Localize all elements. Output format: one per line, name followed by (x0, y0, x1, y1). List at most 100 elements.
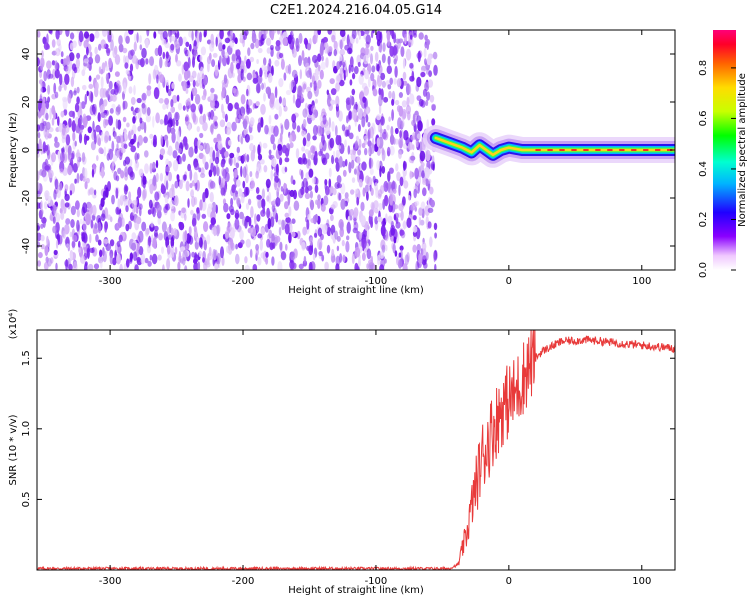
noise-speckle (131, 55, 138, 64)
noise-speckle (291, 69, 298, 78)
noise-speckle (277, 261, 283, 270)
noise-speckle (244, 133, 250, 143)
noise-speckle (198, 167, 202, 173)
noise-speckle (421, 241, 427, 251)
noise-speckle (272, 143, 276, 151)
noise-speckle (410, 155, 416, 161)
noise-speckle (336, 106, 340, 118)
noise-speckle (273, 125, 279, 137)
noise-speckle (324, 126, 331, 136)
noise-speckle (112, 160, 115, 167)
noise-speckle (184, 265, 188, 270)
noise-speckle (199, 106, 203, 114)
noise-speckle (132, 116, 136, 124)
noise-speckle (424, 58, 427, 66)
noise-speckle (418, 253, 423, 265)
noise-speckle (348, 161, 352, 174)
noise-speckle (235, 253, 240, 265)
noise-speckle (84, 261, 88, 267)
noise-speckle (331, 154, 335, 165)
noise-speckle (242, 166, 247, 179)
noise-speckle (393, 213, 397, 221)
noise-speckle (267, 72, 273, 84)
noise-speckle (109, 108, 114, 114)
noise-speckle (365, 34, 371, 45)
noise-speckle (328, 167, 332, 178)
noise-speckle (53, 82, 57, 94)
noise-speckle (339, 79, 345, 87)
noise-speckle (61, 123, 66, 136)
noise-speckle (422, 179, 427, 185)
noise-speckle (123, 199, 130, 208)
noise-speckle (255, 187, 260, 194)
noise-speckle (410, 135, 416, 141)
noise-speckle (289, 223, 293, 233)
noise-speckle (368, 157, 372, 170)
noise-speckle (398, 38, 404, 44)
noise-speckle (55, 262, 58, 270)
noise-speckle (202, 121, 208, 132)
noise-speckle (333, 40, 338, 50)
noise-speckle (369, 168, 374, 175)
noise-speckle (249, 171, 253, 178)
noise-speckle (287, 193, 291, 206)
x-tick-label: 0 (506, 276, 512, 287)
noise-speckle (143, 136, 148, 144)
noise-speckle (170, 245, 175, 256)
noise-speckle (428, 70, 432, 77)
noise-speckle (191, 251, 196, 258)
noise-speckle (398, 105, 404, 117)
noise-speckle (155, 112, 160, 124)
noise-speckle (396, 171, 401, 182)
noise-speckle (81, 152, 86, 163)
noise-speckle (417, 50, 421, 63)
noise-speckle (183, 174, 187, 181)
noise-speckle (189, 169, 193, 181)
noise-speckle (257, 153, 263, 161)
noise-speckle (37, 112, 42, 119)
noise-speckle (392, 137, 396, 145)
noise-speckle (302, 137, 307, 147)
noise-speckle (347, 47, 353, 55)
noise-speckle (240, 94, 246, 105)
noise-speckle (291, 30, 294, 36)
noise-speckle (367, 129, 370, 142)
noise-speckle (150, 221, 154, 228)
noise-speckle (199, 54, 203, 62)
noise-speckle (319, 46, 324, 57)
noise-speckle (325, 57, 329, 68)
x-tick-label: 100 (632, 276, 651, 287)
noise-speckle (181, 207, 186, 214)
noise-speckle (100, 197, 105, 208)
noise-speckle (145, 58, 149, 65)
noise-speckle (426, 57, 432, 66)
noise-speckle (348, 124, 351, 131)
noise-speckle (342, 169, 347, 177)
noise-speckle (250, 180, 256, 189)
noise-speckle (53, 205, 57, 211)
noise-speckle (193, 225, 197, 233)
x-tick-label: 100 (632, 576, 651, 587)
noise-speckle (130, 145, 136, 153)
noise-speckle (349, 215, 353, 221)
noise-speckle (424, 167, 430, 179)
noise-speckle (334, 230, 339, 240)
noise-speckle (257, 47, 263, 54)
noise-speckle (271, 233, 276, 242)
noise-speckle (419, 141, 423, 153)
noise-speckle (293, 200, 300, 211)
noise-speckle (184, 142, 188, 151)
noise-speckle (141, 92, 147, 101)
noise-speckle (148, 73, 152, 85)
noise-speckle (274, 86, 278, 99)
noise-speckle (133, 251, 137, 262)
noise-speckle (152, 69, 157, 80)
noise-speckle (233, 89, 239, 97)
noise-speckle (361, 116, 366, 128)
noise-speckle (427, 221, 432, 229)
noise-speckle (202, 154, 206, 165)
noise-speckle (174, 41, 180, 50)
noise-speckle (72, 234, 78, 242)
noise-speckle (193, 162, 200, 171)
noise-speckle (390, 30, 394, 37)
